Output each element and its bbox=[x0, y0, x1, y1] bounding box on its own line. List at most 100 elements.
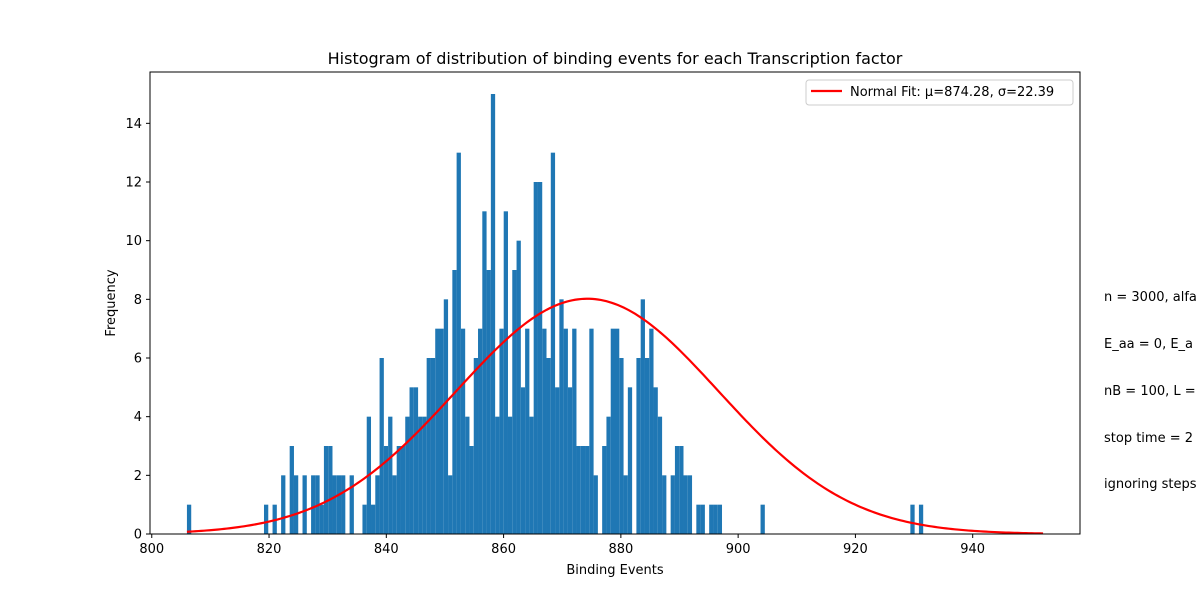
histogram-bar bbox=[559, 299, 564, 534]
histogram-bar bbox=[495, 416, 500, 534]
histogram-bar bbox=[662, 475, 667, 534]
histogram-bar bbox=[567, 387, 573, 534]
histogram-bar bbox=[602, 446, 607, 534]
histogram-bar bbox=[910, 504, 915, 534]
parameters-line: n = 3000, alfa bbox=[1104, 290, 1197, 306]
histogram-bar bbox=[418, 416, 423, 534]
histogram-bar bbox=[679, 446, 684, 534]
histogram-bar bbox=[349, 475, 354, 534]
normal-fit-curve bbox=[186, 297, 1044, 535]
x-tick-label: 800 bbox=[139, 542, 164, 557]
parameters-note: n = 3000, alfa E_aa = 0, E_a nB = 100, L… bbox=[1104, 259, 1197, 509]
histogram-bar bbox=[448, 475, 453, 534]
histogram-bar bbox=[585, 446, 590, 534]
histogram-bar bbox=[537, 182, 543, 534]
histogram-bar bbox=[503, 211, 508, 534]
y-tick-label: 8 bbox=[134, 293, 142, 308]
histogram-bar bbox=[550, 152, 556, 535]
y-tick-label: 10 bbox=[125, 234, 142, 249]
histogram-bar bbox=[409, 387, 414, 534]
histogram-bar bbox=[460, 328, 466, 534]
histogram-bar bbox=[413, 387, 419, 534]
histogram-bar bbox=[700, 504, 705, 534]
chart-title: Histogram of distribution of binding eve… bbox=[328, 49, 903, 68]
histogram-bar bbox=[422, 416, 427, 534]
histogram-bar bbox=[533, 182, 538, 534]
histogram-bar bbox=[644, 358, 650, 534]
histogram-bar bbox=[435, 328, 440, 534]
histogram-bar bbox=[696, 504, 701, 534]
histogram-bar bbox=[657, 416, 663, 534]
histogram-bar bbox=[311, 475, 316, 534]
histogram-bar bbox=[516, 240, 521, 535]
histogram-bar bbox=[328, 446, 333, 534]
x-axis-label: Binding Events bbox=[566, 563, 663, 578]
histogram-bar bbox=[388, 416, 393, 534]
plot-frame bbox=[149, 71, 1081, 535]
histogram-bar bbox=[263, 504, 269, 534]
x-tick-label: 880 bbox=[608, 542, 633, 557]
histogram-bar bbox=[478, 328, 483, 534]
legend: Normal Fit: μ=874.28, σ=22.39 bbox=[805, 79, 1074, 106]
histogram-bar bbox=[653, 387, 658, 534]
x-tick-label: 900 bbox=[726, 542, 751, 557]
histogram-bar bbox=[319, 504, 324, 534]
histogram-bar bbox=[546, 358, 551, 534]
histogram-bar bbox=[713, 504, 718, 534]
histogram-bar bbox=[383, 446, 389, 534]
y-tick-label: 14 bbox=[125, 117, 142, 132]
histogram-bar bbox=[499, 328, 504, 534]
histogram-bar bbox=[379, 358, 384, 534]
histogram-bar bbox=[375, 475, 380, 534]
histogram-bar bbox=[289, 446, 294, 534]
histogram-bar bbox=[529, 416, 534, 534]
histogram-bar bbox=[482, 211, 487, 534]
histogram-bar bbox=[362, 504, 367, 534]
histogram-bar bbox=[430, 358, 436, 534]
histogram-bar bbox=[520, 387, 526, 534]
histogram-bar bbox=[323, 446, 329, 534]
histogram-bar bbox=[512, 270, 517, 534]
histogram-bar bbox=[443, 299, 449, 534]
histogram-bar bbox=[619, 358, 624, 534]
histogram-bar bbox=[606, 416, 611, 534]
parameters-line: nB = 100, L = bbox=[1104, 383, 1196, 399]
histogram-bars bbox=[186, 94, 924, 535]
histogram-bar bbox=[452, 270, 457, 534]
histogram-bar bbox=[281, 475, 286, 534]
histogram-bar bbox=[640, 299, 645, 534]
histogram-bar bbox=[507, 416, 513, 534]
parameters-line: ignoring steps bbox=[1104, 477, 1197, 493]
histogram-bar bbox=[332, 475, 337, 534]
histogram-bar bbox=[371, 504, 376, 534]
histogram-bar bbox=[674, 446, 680, 534]
x-axis-ticks: 800 820 840 860 880 900 920 940 bbox=[139, 534, 985, 557]
histogram-bar bbox=[615, 328, 620, 534]
histogram-bar bbox=[555, 387, 560, 534]
histogram-bar bbox=[576, 446, 581, 534]
legend-box bbox=[805, 79, 1074, 106]
histogram-bar bbox=[525, 328, 530, 534]
histogram-bar bbox=[670, 475, 675, 534]
histogram-bar bbox=[186, 504, 192, 534]
y-tick-label: 4 bbox=[134, 410, 142, 425]
y-tick-label: 6 bbox=[134, 352, 142, 367]
histogram-bar bbox=[293, 475, 299, 534]
histogram-bar bbox=[456, 152, 461, 535]
histogram-bar bbox=[636, 358, 641, 534]
x-tick-label: 860 bbox=[491, 542, 516, 557]
histogram-bar bbox=[465, 416, 470, 534]
histogram-bar bbox=[683, 475, 688, 534]
histogram-bar bbox=[589, 328, 594, 534]
x-tick-label: 840 bbox=[374, 542, 399, 557]
y-tick-label: 2 bbox=[134, 469, 142, 484]
histogram-bar bbox=[563, 328, 568, 534]
histogram-bar bbox=[542, 328, 547, 534]
histogram-bar bbox=[709, 504, 714, 534]
histogram-bar bbox=[627, 387, 633, 534]
histogram-bar bbox=[336, 475, 342, 534]
histogram-bar bbox=[405, 416, 410, 534]
histogram-bar bbox=[392, 475, 397, 534]
histogram-bar bbox=[760, 504, 765, 534]
